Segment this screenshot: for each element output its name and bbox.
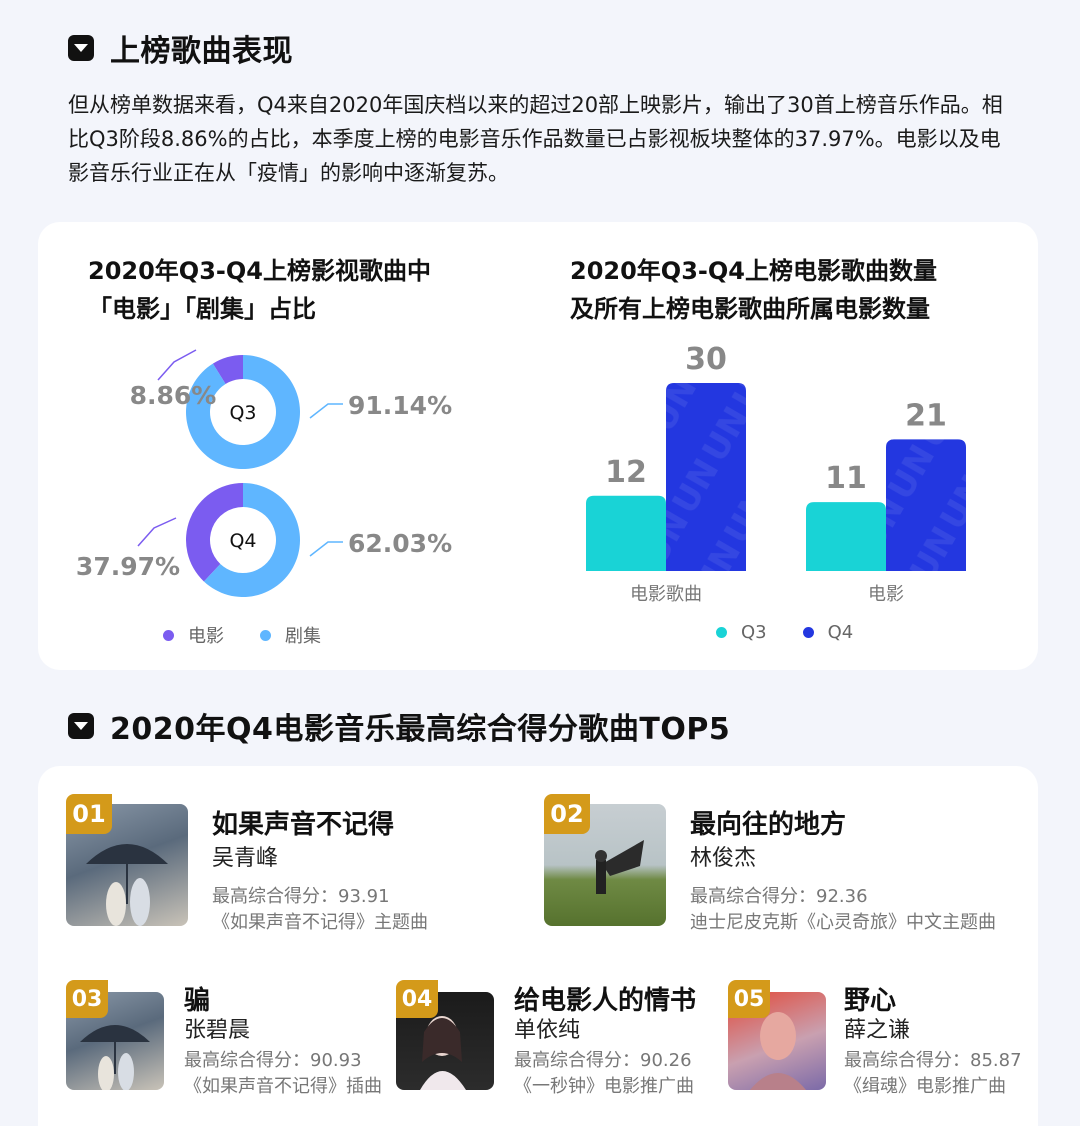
donut-chart: Q3 8.86% 91.14% Q4 37.97% 62.03% bbox=[76, 349, 452, 597]
donut-slice-drama bbox=[203, 483, 300, 597]
rank-badge: 05 bbox=[728, 980, 770, 1018]
album-cover bbox=[396, 992, 494, 1090]
donut-legend: 电影 剧集 bbox=[163, 622, 357, 648]
legend-dot-q3 bbox=[716, 627, 727, 638]
donut-title-line1: 2020年Q3-Q4上榜影视歌曲中 bbox=[88, 257, 431, 285]
album-cover bbox=[66, 992, 164, 1090]
donut-label-film: 8.86% bbox=[130, 381, 217, 410]
song-desc: 《缉魂》电影推广曲 bbox=[844, 1076, 1006, 1097]
rank-badge: 04 bbox=[396, 980, 438, 1018]
bar-q3-0 bbox=[586, 495, 666, 571]
donut-slice-film bbox=[212, 355, 243, 384]
charts-card: 2020年Q3-Q4上榜影视歌曲中 「电影」「剧集」占比 2020年Q3-Q4上… bbox=[38, 222, 1038, 670]
song-artist: 吴青峰 bbox=[212, 846, 279, 871]
donut-label-drama: 62.03% bbox=[348, 529, 452, 558]
song-artist: 张碧晨 bbox=[184, 1018, 251, 1043]
umbrella-couple-artwork bbox=[86, 844, 168, 926]
song-title: 最向往的地方 bbox=[690, 810, 847, 840]
bar-category-label: 电影 bbox=[868, 584, 904, 605]
donut-center-label: Q4 bbox=[229, 530, 256, 552]
bar-value-label: 30 bbox=[685, 342, 727, 377]
bar-watermark bbox=[666, 383, 746, 571]
portrait-artwork bbox=[420, 1016, 466, 1090]
donut-center-label: Q3 bbox=[229, 402, 256, 424]
legend-label-film: 电影 bbox=[188, 626, 224, 647]
legend-label-drama: 剧集 bbox=[285, 626, 321, 647]
portrait-artwork bbox=[750, 1012, 806, 1090]
legend-item-film: 电影 bbox=[163, 622, 224, 648]
song-score: 最高综合得分：85.87 bbox=[844, 1050, 1022, 1071]
song-desc: 《如果声音不记得》主题曲 bbox=[212, 912, 428, 933]
album-cover bbox=[544, 804, 666, 926]
field-figure-artwork bbox=[595, 840, 644, 894]
bar-legend: Q3 Q4 bbox=[716, 622, 889, 643]
bar-value-label: 21 bbox=[905, 398, 947, 433]
bar-title-line1: 2020年Q3-Q4上榜电影歌曲数量 bbox=[570, 257, 937, 285]
chevron-down-icon bbox=[68, 713, 94, 739]
leader-line-drama bbox=[309, 541, 343, 557]
leader-line-film bbox=[157, 349, 197, 381]
rank-badge: 02 bbox=[544, 794, 590, 834]
bar-category-label: 电影歌曲 bbox=[630, 584, 702, 605]
album-cover bbox=[66, 804, 188, 926]
song-title: 给电影人的情书 bbox=[514, 986, 697, 1016]
song-title: 野心 bbox=[844, 986, 897, 1016]
song-score: 最高综合得分：92.36 bbox=[690, 886, 868, 907]
legend-dot-film bbox=[163, 629, 174, 641]
section-title: 上榜歌曲表现 bbox=[110, 34, 293, 69]
song-artist: 单依纯 bbox=[514, 1018, 581, 1043]
songs-card: 01 如果声音不记得 吴青峰 最高综合得分：93.91 《如果声音不记得》主题曲… bbox=[38, 766, 1038, 1126]
chevron-down-icon bbox=[68, 35, 94, 61]
legend-label-q3: Q3 bbox=[741, 622, 767, 643]
bar-q3-1 bbox=[806, 502, 886, 571]
legend-item-q3: Q3 bbox=[716, 622, 767, 643]
bar-value-label: 11 bbox=[825, 461, 867, 496]
song-artist: 林俊杰 bbox=[690, 846, 757, 871]
donut-slice-film bbox=[186, 483, 243, 582]
legend-dot-q4 bbox=[802, 627, 814, 638]
leader-line-film bbox=[137, 517, 177, 547]
donut-chart-title: 2020年Q3-Q4上榜影视歌曲中 「电影」「剧集」占比 bbox=[88, 252, 431, 328]
section-header-songs: 上榜歌曲表现 bbox=[68, 26, 293, 70]
donut-slice-drama bbox=[186, 355, 300, 469]
legend-dot-drama bbox=[260, 629, 271, 641]
song-title: 骗 bbox=[184, 986, 211, 1016]
umbrella-couple-artwork bbox=[80, 1025, 150, 1090]
bar-watermark bbox=[886, 439, 966, 571]
legend-item-drama: 剧集 bbox=[260, 622, 321, 648]
section-header-top5: 2020年Q4电影音乐最高综合得分歌曲TOP5 bbox=[68, 704, 730, 748]
bar-chart-title: 2020年Q3-Q4上榜电影歌曲数量 及所有上榜电影歌曲所属电影数量 bbox=[570, 252, 937, 328]
leader-line-drama bbox=[309, 403, 343, 419]
song-desc: 迪士尼皮克斯《心灵奇旅》中文主题曲 bbox=[690, 912, 996, 933]
donut-label-film: 37.97% bbox=[76, 552, 180, 581]
song-title: 如果声音不记得 bbox=[212, 810, 395, 840]
song-score: 最高综合得分：93.91 bbox=[212, 886, 390, 907]
donut-label-drama: 91.14% bbox=[348, 391, 452, 420]
legend-item-q4: Q4 bbox=[802, 622, 854, 643]
bar-title-line2: 及所有上榜电影歌曲所属电影数量 bbox=[570, 295, 930, 323]
bar-value-label: 12 bbox=[605, 455, 647, 490]
donut-title-line2: 「电影」「剧集」占比 bbox=[88, 295, 316, 323]
rank-badge: 03 bbox=[66, 980, 108, 1018]
song-score: 最高综合得分：90.26 bbox=[514, 1050, 692, 1071]
song-score: 最高综合得分：90.93 bbox=[184, 1050, 362, 1071]
section-title: 2020年Q4电影音乐最高综合得分歌曲TOP5 bbox=[110, 712, 731, 747]
intro-paragraph: 但从榜单数据来看，Q4来自2020年国庆档以来的超过20部上映影片，输出了30首… bbox=[68, 93, 1003, 185]
bar-chart: UNI1230电影歌曲1121电影 bbox=[586, 342, 966, 605]
song-artist: 薛之谦 bbox=[844, 1018, 911, 1043]
rank-badge: 01 bbox=[66, 794, 112, 834]
song-desc: 《如果声音不记得》插曲 bbox=[184, 1076, 382, 1097]
legend-label-q4: Q4 bbox=[827, 622, 854, 643]
song-desc: 《一秒钟》电影推广曲 bbox=[514, 1076, 694, 1097]
